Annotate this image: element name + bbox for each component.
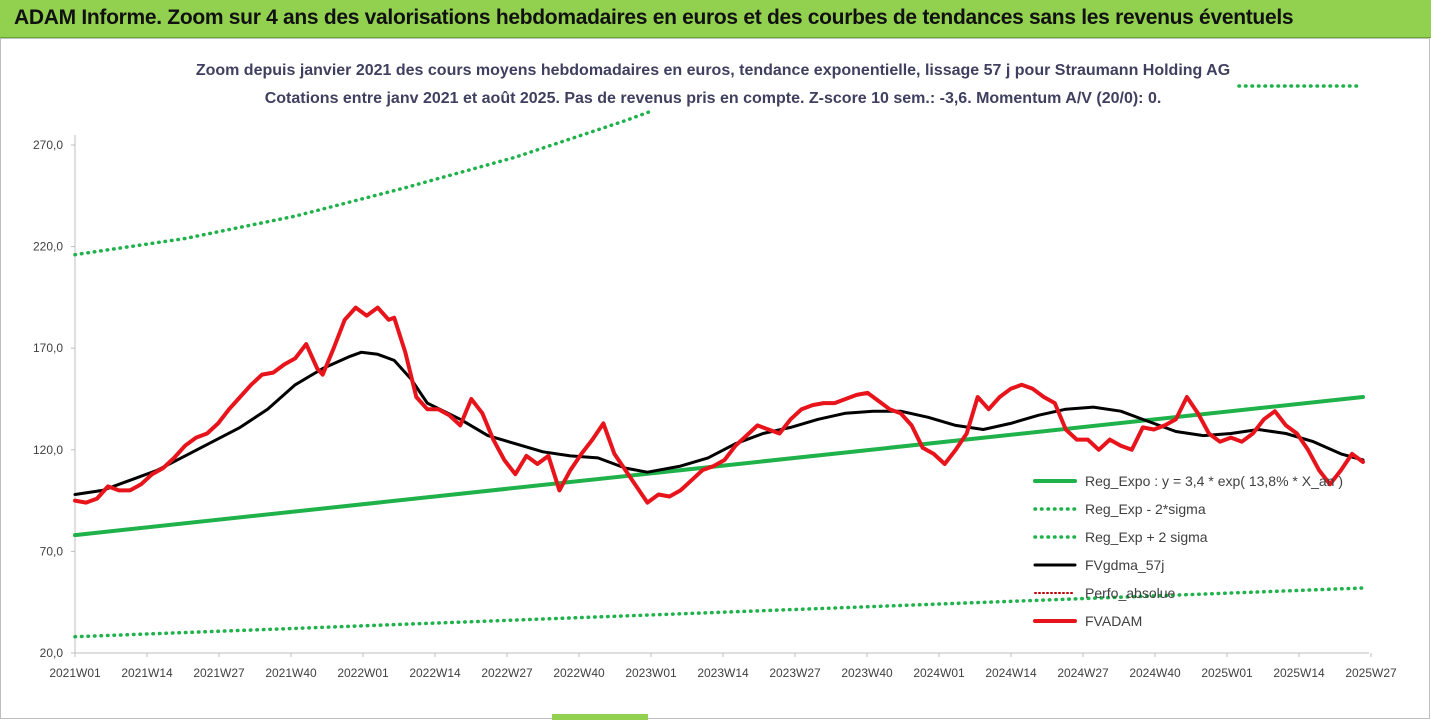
x-tick-label: 2022W01 xyxy=(337,666,389,680)
y-tick-label: 220,0 xyxy=(33,240,63,254)
x-tick-label: 2024W14 xyxy=(985,666,1037,680)
x-tick-label: 2025W01 xyxy=(1201,666,1253,680)
x-tick-label: 2024W01 xyxy=(913,666,965,680)
legend-label-reg_plus: Reg_Exp + 2 sigma xyxy=(1085,529,1208,545)
x-tick-label: 2023W01 xyxy=(625,666,677,680)
y-tick-label: 120,0 xyxy=(33,443,63,457)
series-line-fvadam xyxy=(73,305,1365,505)
x-tick-label: 2023W27 xyxy=(769,666,821,680)
legend-label-fvadam: FVADAM xyxy=(1085,613,1142,629)
x-tick-label: 2022W14 xyxy=(409,666,461,680)
x-tick-label: 2024W27 xyxy=(1057,666,1109,680)
chart-title-line1: Zoom depuis janvier 2021 des cours moyen… xyxy=(196,62,1230,79)
axes: 20,0 70,0 120,0 170,0 220,0 270,0 2021W01 2021W… xyxy=(33,135,1397,680)
bottom-accent-strip xyxy=(552,714,648,720)
chart-frame: Zoom depuis janvier 2021 des cours moyen… xyxy=(0,38,1430,719)
x-tick-label: 2021W14 xyxy=(121,666,173,680)
x-tick-label: 2021W40 xyxy=(265,666,317,680)
x-tick-label: 2024W40 xyxy=(1129,666,1181,680)
legend-label-reg_expo: Reg_Expo : y = 3,4 * exp( 13,8% * X_an ) xyxy=(1085,473,1343,489)
legend: Reg_Expo : y = 3,4 * exp( 13,8% * X_an )… xyxy=(1033,473,1343,629)
x-tick-label: 2021W27 xyxy=(193,666,245,680)
banner-title: ADAM Informe. Zoom sur 4 ans des valoris… xyxy=(14,6,1294,29)
chart-title-line2: Cotations entre janv 2021 et août 2025. … xyxy=(265,90,1162,107)
chart-title-group: Zoom depuis janvier 2021 des cours moyen… xyxy=(196,62,1230,107)
legend-label-perfo: Perfo_absolue xyxy=(1085,585,1176,601)
legend-label-fvgdma: FVgdma_57j xyxy=(1085,557,1164,573)
x-tick-label: 2025W14 xyxy=(1273,666,1325,680)
x-tick-label: 2025W27 xyxy=(1345,666,1397,680)
series-line-reg_minus xyxy=(73,586,1365,639)
legend-label-reg_minus: Reg_Exp - 2*sigma xyxy=(1085,501,1206,517)
chart-svg: Zoom depuis janvier 2021 des cours moyen… xyxy=(33,62,1397,680)
x-tick-label: 2022W40 xyxy=(553,666,605,680)
series-group xyxy=(73,84,1365,639)
y-tick-label: 170,0 xyxy=(33,341,63,355)
x-tick-label: 2021W01 xyxy=(49,666,101,680)
y-tick-label: 270,0 xyxy=(33,138,63,152)
x-tick-label: 2023W40 xyxy=(841,666,893,680)
x-tick-label: 2023W14 xyxy=(697,666,749,680)
y-tick-label: 70,0 xyxy=(40,544,64,558)
x-tick-label: 2022W27 xyxy=(481,666,533,680)
y-tick-label: 20,0 xyxy=(40,646,64,660)
series-line-fvgdma xyxy=(73,350,1365,496)
series-line-reg_plus xyxy=(73,108,655,257)
report-banner: ADAM Informe. Zoom sur 4 ans des valoris… xyxy=(0,0,1431,38)
